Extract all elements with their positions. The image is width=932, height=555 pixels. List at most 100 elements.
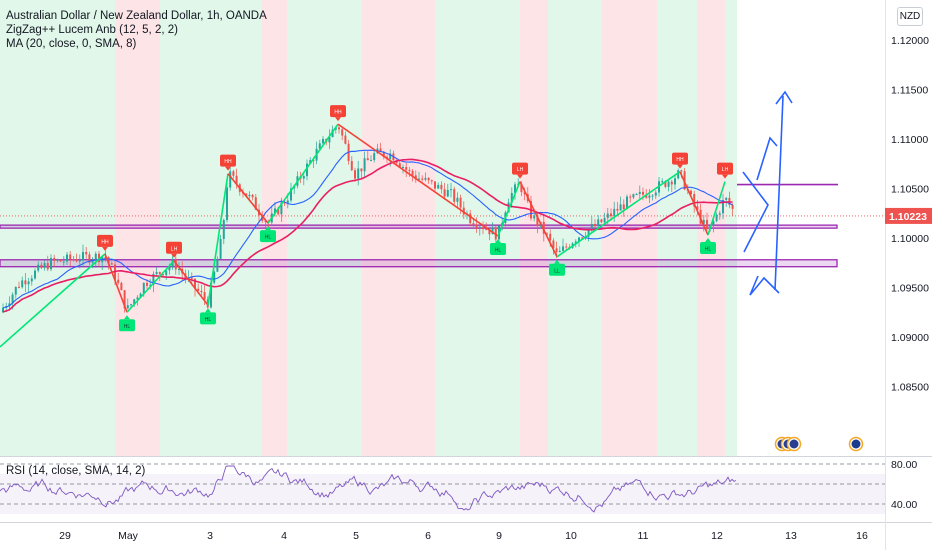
- candle-body: [290, 188, 292, 201]
- candle-body: [421, 178, 424, 180]
- indicator-zigzag-label[interactable]: ZigZag++ Lucem Anb (12, 5, 2, 2): [6, 24, 178, 36]
- pivot-text: HH: [676, 157, 684, 163]
- candle-body: [430, 180, 433, 182]
- candle-body: [309, 160, 312, 164]
- candle-body: [130, 304, 132, 306]
- candle-body: [94, 253, 97, 261]
- zigzag-segment: [104, 253, 128, 313]
- candle-body: [523, 192, 526, 195]
- pivot-badge: [166, 241, 182, 254]
- candle-body: [366, 158, 369, 161]
- candle-body: [75, 259, 78, 262]
- candle-body: [597, 219, 600, 227]
- pivot-pointer: [124, 315, 130, 320]
- candle-body: [274, 208, 276, 214]
- pivot-pointer: [205, 308, 211, 313]
- pivot-text: LH: [517, 167, 524, 173]
- candle-body: [405, 166, 408, 170]
- candle-body: [635, 194, 638, 196]
- zigzag-segment: [173, 260, 209, 306]
- indicator-ma-label[interactable]: MA (20, close, 0, SMA, 8): [6, 38, 137, 50]
- time-tick-label: 3: [207, 530, 213, 542]
- candle-body: [8, 303, 11, 307]
- projection-rise: [774, 95, 784, 291]
- zigzag-label-lh: LH: [166, 241, 182, 258]
- candle-body: [62, 261, 65, 263]
- candle-body: [318, 143, 321, 149]
- candle-body: [21, 280, 24, 288]
- candle-body: [398, 163, 401, 168]
- ma-fast-line: [2, 149, 733, 309]
- candle-body: [286, 200, 289, 204]
- pivot-text: HH: [224, 159, 232, 165]
- candle-body: [629, 196, 632, 198]
- candle-body: [520, 183, 523, 193]
- currency-badge[interactable]: NZD: [897, 7, 923, 26]
- symbol-title[interactable]: Australian Dollar / New Zealand Dollar, …: [6, 10, 267, 22]
- candle-body: [402, 166, 404, 168]
- zigzag-label-hl: HL: [200, 308, 216, 325]
- candle-body: [702, 219, 705, 224]
- candle-body: [578, 237, 580, 242]
- pivot-badge: [700, 242, 716, 255]
- candle-body: [616, 208, 619, 211]
- candle-body: [507, 202, 510, 213]
- candle-body: [50, 258, 52, 270]
- zigzag-segment: [707, 181, 726, 236]
- last-price-text: 1.10223: [889, 211, 927, 223]
- candle-body: [411, 170, 414, 176]
- pivot-badge: [512, 162, 528, 175]
- zigzag-segment: [126, 260, 175, 313]
- candle-body: [456, 197, 459, 202]
- candle-body: [475, 225, 478, 229]
- zigzag-label-lh: LH: [717, 162, 733, 179]
- candle-body: [600, 219, 603, 223]
- candle-body: [53, 258, 56, 261]
- candle-body: [328, 137, 331, 143]
- rsi-legend[interactable]: RSI (14, close, SMA, 14, 2): [6, 465, 146, 477]
- candle-body: [626, 196, 628, 210]
- zigzag-label-hh: HH: [330, 105, 346, 122]
- candle-body: [677, 170, 680, 179]
- candle-body: [338, 127, 340, 130]
- candle-body: [443, 189, 446, 197]
- support-zone: [0, 224, 838, 229]
- pivot-badge: [97, 234, 113, 247]
- zigzag-label-hh: HH: [97, 234, 113, 251]
- candle-body: [331, 129, 334, 138]
- candle-body: [306, 163, 308, 177]
- candle-body: [722, 199, 724, 214]
- candle-body: [277, 208, 280, 215]
- candle-body: [603, 217, 606, 223]
- candle-body: [14, 286, 17, 295]
- ma-slow-line: [2, 158, 733, 313]
- pivot-text: HL: [205, 317, 212, 323]
- price-tick-label: 1.08500: [891, 382, 929, 394]
- pivot-badge: [490, 243, 506, 256]
- candle-body: [34, 270, 36, 279]
- candle-body: [478, 227, 481, 229]
- candle-body: [344, 135, 347, 144]
- candle-body: [85, 251, 88, 255]
- candle-body: [37, 264, 40, 271]
- candle-body: [418, 178, 420, 180]
- candle-body: [437, 184, 440, 189]
- flag-icon-face: [851, 439, 861, 449]
- candle-body: [533, 215, 536, 219]
- zigzag-segment: [679, 171, 709, 236]
- candle-body: [648, 195, 651, 198]
- candle-body: [322, 138, 324, 144]
- pivot-pointer: [722, 174, 728, 179]
- pivot-text: LL: [554, 268, 560, 274]
- candle-body: [158, 272, 161, 275]
- candle-body: [30, 278, 33, 282]
- rsi-line: [0, 465, 737, 513]
- candle-body: [232, 171, 235, 176]
- last-price-badge: [885, 207, 932, 224]
- pivot-text: LH: [171, 246, 178, 252]
- candle-body: [469, 213, 472, 224]
- candle-body: [216, 258, 219, 272]
- candle-body: [536, 215, 539, 226]
